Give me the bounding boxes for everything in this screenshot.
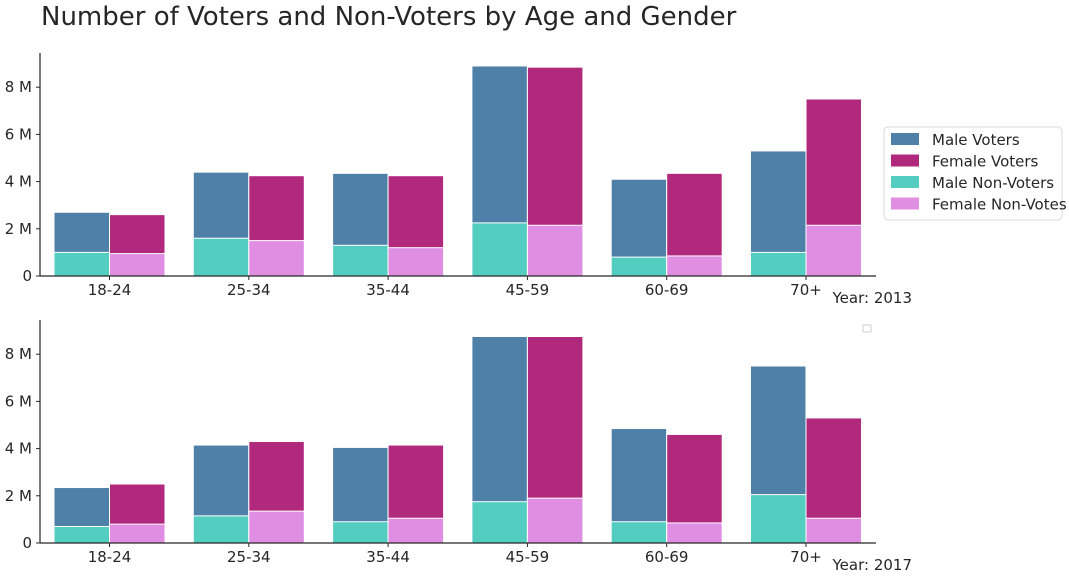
male-non-voters-bar: [471, 501, 528, 544]
x-tick-label: 18-24: [88, 281, 132, 299]
female-non-voters-bar: [666, 522, 723, 544]
x-tick-label: 70+: [790, 548, 822, 566]
x-tick-label: 45-59: [506, 548, 550, 566]
male-non-voters-bar: [332, 244, 389, 277]
male-non-voters-bar: [610, 256, 668, 277]
y-tick-label: 4 M: [5, 173, 32, 191]
x-tick-label: 60-69: [645, 281, 689, 299]
y-tick-label: 6 M: [5, 125, 32, 143]
x-tick-label: 18-24: [88, 548, 132, 566]
male-non-voters-bar: [471, 222, 528, 277]
female-non-voters-bar: [805, 517, 862, 544]
y-tick-label: 4 M: [5, 440, 32, 458]
female-non-voters-bar: [526, 497, 584, 544]
x-tick-label: 45-59: [506, 281, 550, 299]
legend-frame: [883, 126, 1063, 221]
year-label: Year: 2017: [832, 556, 913, 574]
female-non-voters-bar: [248, 510, 305, 544]
legend-label: Male Voters: [932, 131, 1020, 149]
y-tick-label: 8 M: [5, 78, 32, 96]
x-tick-label: 35-44: [366, 281, 410, 299]
x-tick-label: 70+: [790, 281, 822, 299]
page-title: Number of Voters and Non-Voters by Age a…: [41, 2, 737, 32]
legend-swatch: [891, 176, 919, 188]
male-non-voters-bar: [53, 251, 110, 277]
male-non-voters-bar: [192, 515, 250, 544]
legend: Male Voters Female Voters Male Non-Voters F…: [883, 126, 1067, 221]
female-non-voters-bar: [109, 523, 166, 544]
legend-swatch: [891, 197, 919, 210]
female-non-voters-bar: [805, 224, 862, 277]
legend-label: Female Voters: [932, 153, 1039, 171]
year-label: Year: 2013: [832, 289, 913, 307]
x-tick-label: 25-34: [227, 548, 271, 566]
male-non-voters-bar: [53, 525, 110, 544]
x-tick-label: 35-44: [366, 548, 410, 566]
female-non-voters-bar: [387, 247, 445, 277]
male-non-voters-bar: [610, 521, 668, 544]
y-tick-label: 2 M: [5, 487, 32, 505]
y-tick-label: 0: [22, 267, 32, 285]
y-tick-label: 0: [22, 534, 32, 552]
male-non-voters-bar: [750, 251, 807, 277]
male-non-voters-bar: [750, 494, 807, 544]
legend-label: Male Non-Voters: [932, 174, 1054, 192]
y-tick-label: 2 M: [5, 220, 32, 238]
male-non-voters-bar: [192, 237, 250, 277]
y-tick-label: 6 M: [5, 392, 32, 410]
y-tick-label: 8 M: [5, 345, 32, 363]
female-non-voters-bar: [248, 240, 305, 277]
female-non-voters-bar: [387, 517, 445, 544]
empty-legend-box: [862, 324, 872, 333]
legend-label: Female Non-Votes: [932, 196, 1067, 214]
female-non-voters-bar: [109, 253, 166, 277]
x-tick-label: 25-34: [227, 281, 271, 299]
x-tick-label: 60-69: [645, 548, 689, 566]
legend-swatch: [891, 154, 919, 167]
female-non-voters-bar: [666, 255, 723, 277]
female-non-voters-bar: [526, 224, 584, 277]
male-non-voters-bar: [332, 521, 389, 544]
legend-swatch: [891, 133, 919, 145]
panel-2: 0 2 M 4 M 6 M 8 M 18-24 25-34 35-44 45-59 60-69 70…: [5, 320, 912, 574]
panel-1: 0 2 M 4 M 6 M 8 M 18-24 25-34 35-44 45-59 60-69 70…: [5, 53, 912, 307]
